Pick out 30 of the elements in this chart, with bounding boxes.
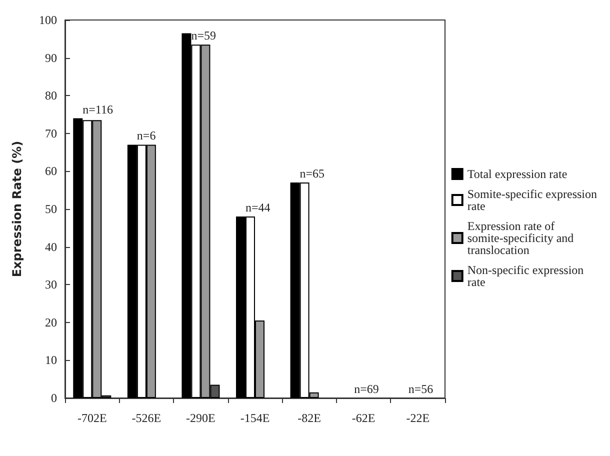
y-axis-title: Expression Rate (%) <box>10 140 24 278</box>
annotation: n=56 <box>408 382 434 396</box>
y-tick-label: 10 <box>45 353 57 368</box>
y-tick-label: 40 <box>45 240 57 254</box>
y-tick-label: 70 <box>45 126 57 140</box>
x-tick-label: -702E <box>77 411 107 425</box>
x-tick-label: -22E <box>406 411 430 425</box>
x-tick-label: -154E <box>240 411 270 425</box>
y-tick-label: 80 <box>45 88 57 103</box>
y-tick-label: 100 <box>39 13 57 27</box>
annotation: n=44 <box>246 200 270 215</box>
x-tick-label: -290E <box>186 411 216 425</box>
y-tick-label: 30 <box>45 278 57 292</box>
y-tick-label: 90 <box>45 50 57 65</box>
x-tick-label: -82E <box>298 411 321 425</box>
x-tick-label: -62E <box>352 411 376 425</box>
annotation: n=6 <box>136 128 156 143</box>
y-tick-label: 0 <box>51 391 57 405</box>
annotation: n=116 <box>82 102 113 116</box>
legend-label: Expression rate of somite-specificity and translocation <box>467 219 577 257</box>
annotation: n=65 <box>300 166 325 181</box>
y-tick-label: 50 <box>45 202 57 216</box>
legend-label: Total expression rate <box>467 167 568 181</box>
y-tick-label: 20 <box>45 315 57 330</box>
legend-label: Non-specific expression rate <box>467 263 587 289</box>
y-tick-label: 60 <box>45 164 57 178</box>
annotation: n=59 <box>191 28 216 43</box>
annotation: n=69 <box>354 382 379 396</box>
x-tick-label: -526E <box>132 411 162 425</box>
legend-label: Somite-specific expression rate <box>467 187 600 213</box>
